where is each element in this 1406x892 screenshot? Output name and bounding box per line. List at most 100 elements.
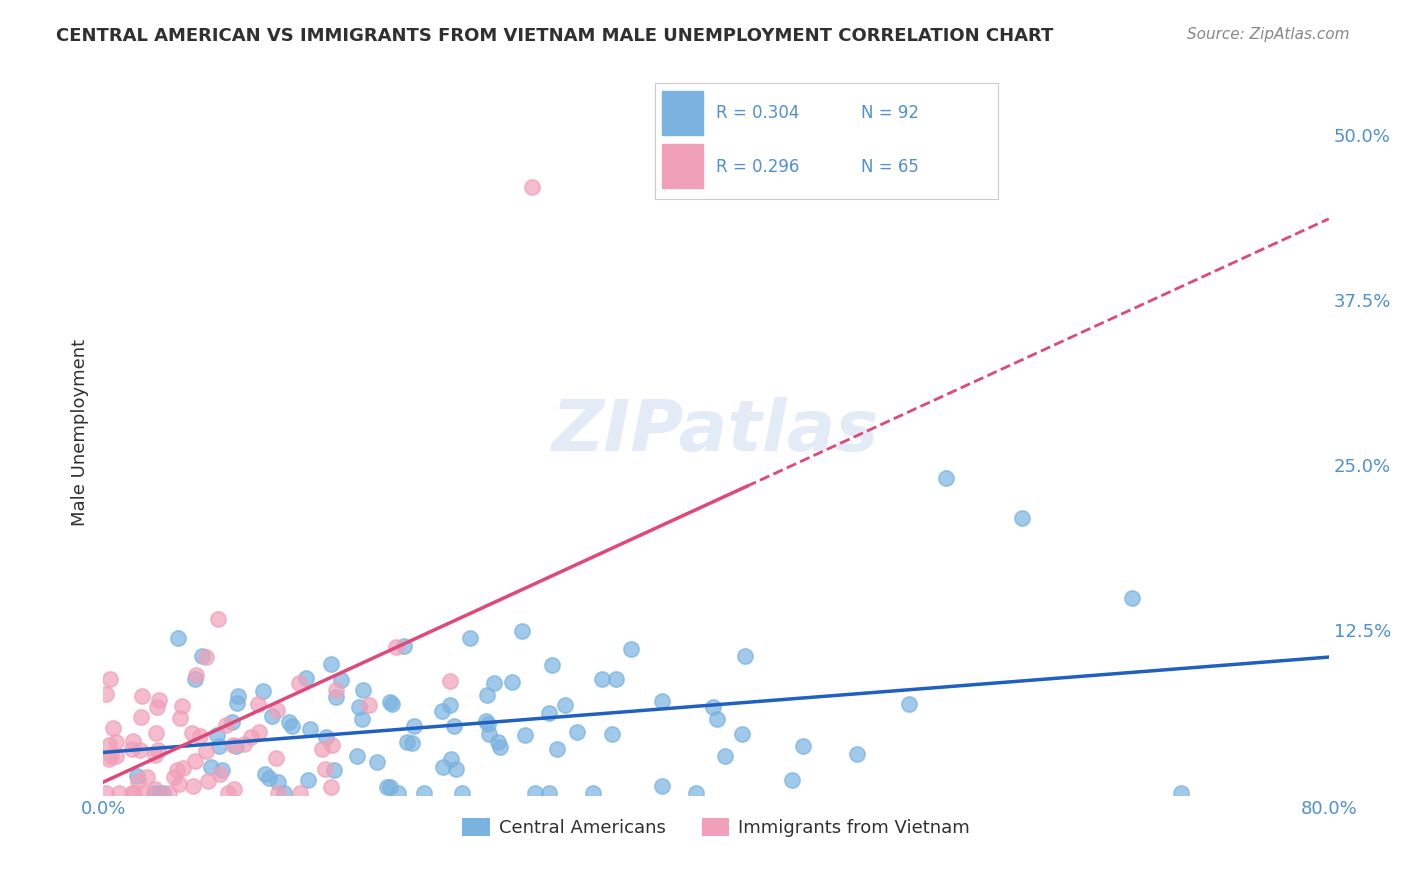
Point <box>401 736 423 750</box>
Point <box>264 751 287 765</box>
Point <box>935 471 957 485</box>
Point <box>100 748 122 763</box>
Point <box>478 727 501 741</box>
Point <box>121 786 143 800</box>
Point <box>734 648 756 663</box>
Point <box>121 742 143 756</box>
Point <box>685 786 707 800</box>
Point <box>186 668 208 682</box>
Point <box>357 698 380 713</box>
Point <box>104 748 127 763</box>
Point <box>181 726 204 740</box>
Point <box>143 748 166 763</box>
Point <box>554 698 576 713</box>
Point <box>706 712 728 726</box>
Point <box>157 786 180 800</box>
Point <box>387 786 409 800</box>
Point <box>501 674 523 689</box>
Point <box>129 742 152 756</box>
Point <box>273 786 295 800</box>
Point <box>96 786 118 800</box>
Point <box>200 760 222 774</box>
Point <box>450 786 472 800</box>
Point <box>170 698 193 713</box>
Point <box>94 687 117 701</box>
Point <box>330 673 353 687</box>
Point <box>143 782 166 797</box>
Point <box>98 672 121 686</box>
Point <box>281 719 304 733</box>
Point <box>325 682 347 697</box>
Point <box>1011 511 1033 525</box>
Text: Source: ZipAtlas.com: Source: ZipAtlas.com <box>1187 27 1350 42</box>
Point <box>1121 591 1143 606</box>
Point <box>253 767 276 781</box>
Point <box>413 786 436 800</box>
Point <box>239 731 262 745</box>
Point <box>205 728 228 742</box>
Point <box>319 780 342 794</box>
Point <box>385 640 408 654</box>
Point <box>475 714 498 729</box>
Y-axis label: Male Unemployment: Male Unemployment <box>72 338 89 525</box>
Point <box>252 684 274 698</box>
Point <box>477 717 499 731</box>
Point <box>211 763 233 777</box>
Point <box>439 698 461 712</box>
Point <box>290 786 312 800</box>
Text: CENTRAL AMERICAN VS IMMIGRANTS FROM VIETNAM MALE UNEMPLOYMENT CORRELATION CHART: CENTRAL AMERICAN VS IMMIGRANTS FROM VIET… <box>56 27 1053 45</box>
Point <box>541 658 564 673</box>
Point <box>394 639 416 653</box>
Point <box>247 724 270 739</box>
Point <box>404 719 426 733</box>
Point <box>103 721 125 735</box>
Point <box>475 688 498 702</box>
Point <box>440 752 463 766</box>
Point <box>225 739 247 753</box>
Point <box>295 671 318 685</box>
Point <box>166 763 188 777</box>
Point <box>443 719 465 733</box>
Point <box>366 756 388 770</box>
Point <box>651 693 673 707</box>
Point <box>439 674 461 689</box>
Point <box>605 673 627 687</box>
Point <box>131 709 153 723</box>
Point <box>233 737 256 751</box>
Point <box>898 698 921 712</box>
Point <box>266 703 288 717</box>
Point <box>510 624 533 638</box>
Legend: Central Americans, Immigrants from Vietnam: Central Americans, Immigrants from Vietn… <box>456 811 977 845</box>
Point <box>125 769 148 783</box>
Point <box>582 786 605 800</box>
Point <box>145 726 167 740</box>
Point <box>314 762 336 776</box>
Point <box>166 631 188 645</box>
Point <box>163 770 186 784</box>
Point <box>184 672 207 686</box>
Point <box>458 631 481 645</box>
Point <box>146 699 169 714</box>
Point <box>98 738 121 752</box>
Point <box>260 709 283 723</box>
Point <box>311 742 333 756</box>
Point <box>780 772 803 787</box>
Point <box>122 734 145 748</box>
Point <box>148 693 170 707</box>
Point <box>226 689 249 703</box>
Point <box>349 699 371 714</box>
Point <box>122 786 145 800</box>
Point <box>267 775 290 789</box>
Point <box>222 781 245 796</box>
Point <box>430 704 453 718</box>
Point <box>297 773 319 788</box>
Point <box>714 748 737 763</box>
Point <box>195 744 218 758</box>
Point <box>323 764 346 778</box>
Point <box>288 676 311 690</box>
Point <box>315 730 337 744</box>
Point <box>1170 786 1192 800</box>
Point <box>591 673 613 687</box>
Point <box>131 690 153 704</box>
Point <box>513 727 536 741</box>
